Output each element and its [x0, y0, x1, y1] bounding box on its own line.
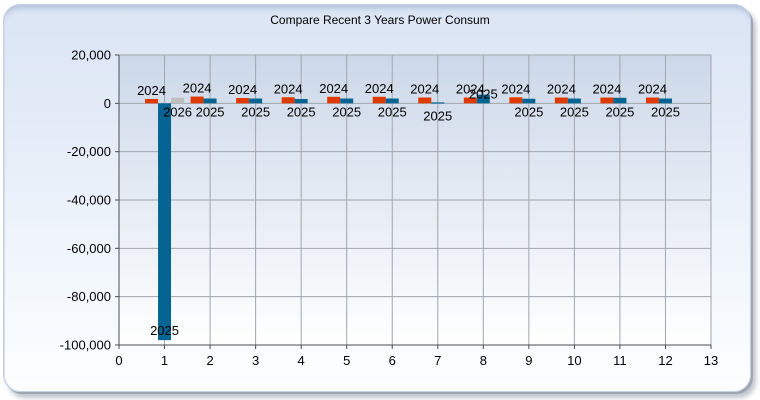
- bar-year-label: 2025: [241, 104, 270, 119]
- bar-2024-month-8: [463, 97, 477, 104]
- bar-2024-month-12: [645, 97, 659, 104]
- x-tick-label: 7: [434, 353, 441, 368]
- x-tick-label: 1: [161, 353, 168, 368]
- bar-2025-month-11: [613, 97, 627, 104]
- bar-2026-month-1: [171, 97, 185, 104]
- bar-2024-month-4: [281, 97, 295, 104]
- x-tick-label: 5: [343, 353, 350, 368]
- y-tick-label: -80,000: [67, 289, 111, 304]
- bar-year-label: 2024: [410, 82, 439, 97]
- bar-2024-month-9: [509, 97, 523, 104]
- bar-year-label: 2026: [163, 104, 192, 119]
- bar-year-label: 2025: [196, 104, 225, 119]
- x-tick-label: 12: [658, 353, 672, 368]
- bar-year-label: 2025: [560, 104, 589, 119]
- y-tick-label: -40,000: [67, 193, 111, 208]
- bar-year-label: 2025: [287, 104, 316, 119]
- bar-year-label: 2025: [514, 104, 543, 119]
- bar-year-label: 2025: [651, 104, 680, 119]
- plot-area: 0 1 2 3 4 5 6 7 8 9 10 11 12 1320,0000-20,000-40,000-…: [60, 48, 719, 369]
- bar-year-label: 2024: [365, 81, 394, 96]
- y-tick-label: -100,000: [60, 338, 111, 353]
- bar-year-label: 2024: [638, 82, 667, 97]
- y-tick-label: -20,000: [67, 144, 111, 159]
- x-tick-label: 0: [115, 353, 122, 368]
- y-tick-label: 20,000: [71, 48, 111, 63]
- x-tick-label: 6: [389, 353, 396, 368]
- y-tick-label: 0: [104, 96, 111, 111]
- bar-year-label: 2025: [605, 104, 634, 119]
- bar-year-label: 2024: [456, 82, 485, 97]
- x-tick-label: 11: [613, 353, 627, 368]
- x-tick-label: 13: [704, 353, 718, 368]
- bar-2025-month-6: [385, 98, 399, 104]
- bar-year-label: 2024: [592, 82, 621, 97]
- bar-2024-month-6: [372, 96, 386, 104]
- bar-2025-month-4: [294, 98, 308, 104]
- chart-title: Compare Recent 3 Years Power Consum: [270, 13, 490, 27]
- bar-year-label: 2024: [228, 82, 257, 97]
- bar-2024-month-2: [190, 96, 204, 104]
- bar-year-label: 2024: [319, 81, 348, 96]
- y-tick-label: -60,000: [67, 241, 111, 256]
- bar-2025-month-1: [158, 103, 172, 341]
- bar-year-label: 2024: [274, 81, 303, 96]
- bar-2025-month-2: [203, 98, 217, 104]
- bar-year-label: 2024: [501, 81, 530, 96]
- bar-year-label: 2025: [378, 104, 407, 119]
- bar-2025-month-3: [249, 98, 263, 104]
- bar-2025-month-10: [567, 98, 581, 104]
- bar-year-label: 2025: [423, 108, 452, 123]
- bar-year-label: 2025: [150, 323, 179, 338]
- x-tick-label: 10: [567, 353, 581, 368]
- bar-year-label: 2024: [137, 83, 166, 98]
- x-tick-label: 4: [298, 353, 305, 368]
- bar-2025-month-7: [431, 102, 445, 104]
- bar-2025-month-8: [476, 94, 490, 104]
- bar-year-label: 2024: [183, 81, 212, 96]
- bar-year-label: 2025: [332, 104, 361, 119]
- bar-year-label: 2024: [547, 82, 576, 97]
- bar-2025-month-12: [658, 98, 672, 104]
- bar-2024-month-3: [236, 98, 250, 104]
- bar-2024-month-11: [600, 97, 614, 104]
- bar-2024-month-10: [554, 97, 568, 104]
- bar-2024-month-7: [418, 97, 432, 104]
- bar-2025-month-9: [522, 98, 536, 104]
- x-tick-label: 9: [525, 353, 532, 368]
- bar-year-label: 2025: [469, 87, 498, 102]
- x-tick-label: 8: [480, 353, 487, 368]
- bar-2024-month-5: [327, 96, 341, 104]
- x-tick-label: 3: [252, 353, 259, 368]
- bar-2025-month-5: [340, 98, 354, 104]
- x-tick-label: 2: [206, 353, 213, 368]
- bar-2024-month-1: [145, 98, 159, 104]
